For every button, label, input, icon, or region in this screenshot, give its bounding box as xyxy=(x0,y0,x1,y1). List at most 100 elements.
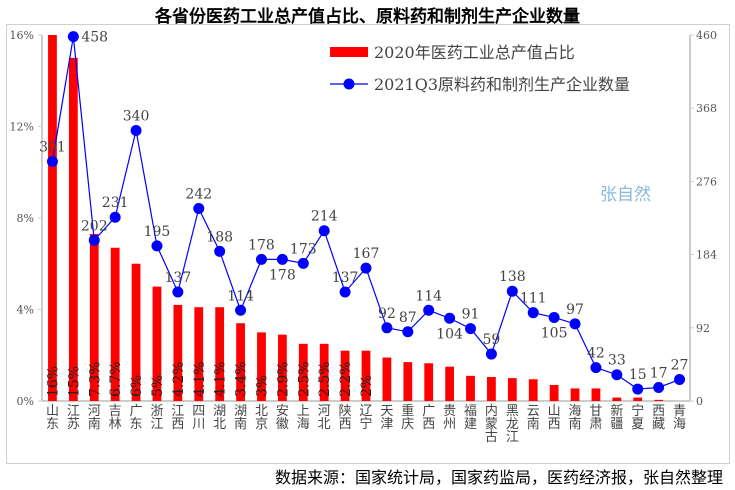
line-data-label: 17 xyxy=(650,365,668,381)
left-tick-label: 4% xyxy=(17,304,34,317)
category-label: 山西 xyxy=(548,404,561,432)
bar xyxy=(507,378,517,401)
left-tick-label: 16% xyxy=(10,29,34,42)
line-data-label: 59 xyxy=(483,332,501,348)
bar xyxy=(424,363,434,401)
legend-label-bar: 2020年医药工业总产值占比 xyxy=(374,43,575,62)
bar-data-label: 2% xyxy=(359,375,375,397)
bar xyxy=(549,384,559,401)
bar xyxy=(298,343,308,401)
line-point xyxy=(46,156,58,168)
bar xyxy=(89,234,99,401)
right-tick-label: 92 xyxy=(696,322,710,335)
bar-data-label: 2.5% xyxy=(296,361,312,397)
line-data-label: 231 xyxy=(102,195,129,211)
legend-label-line: 2021Q3原料药和制剂生产企业数量 xyxy=(374,75,630,94)
category-label: 辽宁 xyxy=(359,404,372,432)
line-point xyxy=(255,253,267,265)
left-tick-label: 8% xyxy=(17,212,34,225)
line-data-label: 214 xyxy=(311,209,338,225)
line-data-label: 188 xyxy=(206,229,233,245)
line-point xyxy=(527,307,539,319)
bar xyxy=(570,388,580,401)
bar xyxy=(319,343,329,401)
line-point xyxy=(423,304,435,316)
bar-data-label: 4.2% xyxy=(171,361,187,397)
category-label: 青海 xyxy=(673,404,686,432)
category-label: 重庆 xyxy=(401,403,414,432)
category-label: 河南 xyxy=(88,404,101,432)
category-label: 湖南 xyxy=(234,404,247,432)
category-label: 宁夏 xyxy=(631,403,644,432)
line-data-label: 242 xyxy=(185,186,212,202)
category-label: 山东 xyxy=(46,404,59,432)
legend-swatch-marker xyxy=(343,78,355,90)
left-tick-label: 0% xyxy=(17,395,34,408)
line-data-label: 104 xyxy=(436,326,463,342)
bar xyxy=(68,57,78,401)
bar-data-label: 16% xyxy=(45,366,61,397)
source-note: 数据来源：国家统计局，国家药监局，医药经济报，张自然整理 xyxy=(274,468,723,487)
line-point xyxy=(506,285,518,297)
line-point xyxy=(485,348,497,360)
line-point xyxy=(214,245,226,257)
category-label: 北京 xyxy=(255,404,268,432)
bar-data-label: 2.5% xyxy=(317,361,333,397)
line-point xyxy=(297,257,309,269)
line-point xyxy=(109,211,121,223)
category-label: 河北 xyxy=(318,404,331,432)
right-tick-label: 276 xyxy=(696,175,717,188)
line-data-label: 178 xyxy=(248,237,275,253)
line-data-label: 105 xyxy=(541,325,568,341)
bar xyxy=(403,362,413,401)
line-data-label: 27 xyxy=(671,358,689,374)
line-data-label: 15 xyxy=(629,367,647,383)
category-label: 黑龙江 xyxy=(506,404,519,445)
line-data-label: 178 xyxy=(269,267,296,283)
bar xyxy=(361,350,371,401)
category-label: 江苏 xyxy=(67,404,80,432)
line-data-label: 42 xyxy=(587,346,605,362)
line-point xyxy=(193,202,205,214)
bar xyxy=(445,366,455,401)
bar xyxy=(382,357,392,401)
bar-data-label: 6.7% xyxy=(108,361,124,397)
bar xyxy=(591,388,601,401)
bar xyxy=(612,397,622,401)
left-tick-label: 12% xyxy=(10,121,34,134)
line-data-label: 137 xyxy=(332,270,359,286)
category-label: 安徽 xyxy=(276,404,289,432)
right-tick-label: 368 xyxy=(696,102,717,115)
line-data-label: 111 xyxy=(520,291,547,307)
bar xyxy=(257,332,266,401)
bar-data-label: 2.2% xyxy=(338,361,354,397)
line-data-label: 195 xyxy=(144,224,171,240)
line-point xyxy=(318,225,330,237)
line-data-label: 458 xyxy=(81,30,108,46)
right-tick-label: 0 xyxy=(696,395,703,408)
line-point xyxy=(235,304,247,316)
line-point xyxy=(276,253,288,265)
chart-frame xyxy=(6,24,730,464)
legend-swatch-bar xyxy=(330,47,368,57)
line-data-label: 138 xyxy=(499,269,526,285)
line-data-label: 97 xyxy=(566,302,584,318)
line-point xyxy=(130,124,142,136)
line-data-label: 301 xyxy=(39,140,66,156)
bar xyxy=(340,350,350,401)
line-point xyxy=(653,381,665,393)
watermark: 张自然 xyxy=(600,185,651,205)
line-data-label: 340 xyxy=(123,108,150,124)
category-label: 云南 xyxy=(527,404,540,432)
line-data-label: 92 xyxy=(378,306,396,322)
category-label: 浙江 xyxy=(150,404,163,432)
category-label: 新疆 xyxy=(610,403,623,432)
category-label: 天津 xyxy=(380,404,393,432)
line-point xyxy=(88,234,100,246)
category-label: 贵州 xyxy=(443,404,456,432)
bar xyxy=(466,375,475,401)
line-point xyxy=(590,362,602,374)
bar-data-label: 4.1% xyxy=(213,361,229,397)
bar xyxy=(131,263,141,401)
